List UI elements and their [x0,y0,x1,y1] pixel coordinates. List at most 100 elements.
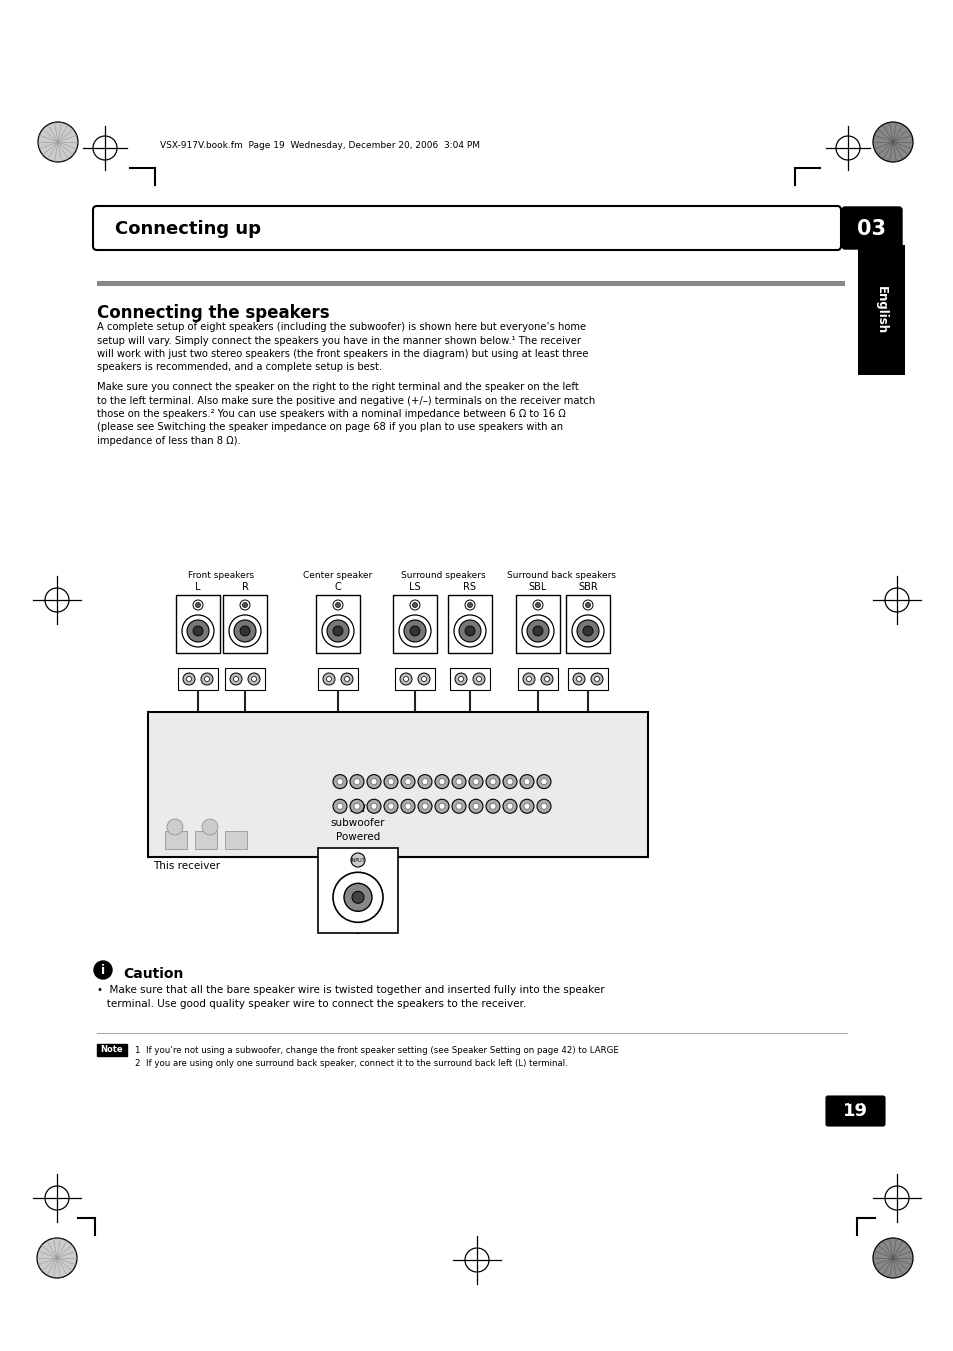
Bar [565,594,609,653]
Text: to the left terminal. Also make sure the positive and negative (+/–) terminals o: to the left terminal. Also make sure the… [97,396,595,405]
Circle shape [576,677,581,681]
Circle shape [167,819,183,835]
Circle shape [458,620,480,642]
Text: Caution: Caution [123,967,183,981]
Circle shape [469,774,482,789]
Circle shape [186,677,192,681]
Text: setup will vary. Simply connect the speakers you have in the manner shown below.: setup will vary. Simply connect the spea… [97,335,580,346]
Text: A complete setup of eight speakers (including the subwoofer) is shown here but e: A complete setup of eight speakers (incl… [97,322,585,332]
Text: Connecting up: Connecting up [115,220,261,238]
Bar [567,667,607,690]
Text: impedance of less than 8 Ω).: impedance of less than 8 Ω). [97,436,240,446]
Text: LS: LS [409,582,420,592]
Text: INPUT: INPUT [351,858,365,862]
Circle shape [354,778,359,785]
Circle shape [506,778,513,785]
Circle shape [193,626,203,636]
Circle shape [403,677,408,681]
Circle shape [872,1238,912,1278]
Circle shape [371,778,376,785]
Circle shape [523,804,530,809]
Circle shape [417,774,432,789]
Circle shape [384,800,397,813]
Circle shape [519,774,534,789]
Circle shape [230,673,242,685]
Circle shape [252,677,256,681]
Circle shape [456,804,461,809]
Circle shape [585,603,590,608]
Text: subwoofer: subwoofer [331,817,385,828]
Circle shape [526,677,531,681]
Text: SW: SW [349,804,366,815]
Circle shape [438,778,444,785]
Text: •  Make sure that all the bare speaker wire is twisted together and inserted ful: • Make sure that all the bare speaker wi… [97,985,604,994]
Text: Front speakers: Front speakers [188,571,253,580]
Circle shape [326,677,331,681]
Circle shape [344,884,372,912]
Circle shape [240,626,250,636]
Circle shape [336,778,343,785]
Circle shape [526,620,548,642]
Circle shape [490,804,496,809]
Circle shape [37,1238,77,1278]
Circle shape [384,774,397,789]
Circle shape [333,626,343,636]
Circle shape [502,774,517,789]
Bar [225,667,265,690]
Circle shape [456,778,461,785]
Text: En: En [847,1096,861,1106]
Bar [317,848,397,934]
Circle shape [452,774,465,789]
Circle shape [452,800,465,813]
Bar [516,594,559,653]
Circle shape [455,673,467,685]
Bar [165,831,187,848]
Circle shape [405,778,411,785]
Circle shape [417,800,432,813]
Circle shape [183,673,194,685]
Circle shape [535,603,540,608]
Circle shape [485,774,499,789]
Circle shape [421,677,426,681]
Circle shape [38,122,78,162]
Circle shape [458,677,463,681]
Circle shape [403,620,426,642]
Circle shape [233,620,255,642]
Text: Connecting the speakers: Connecting the speakers [97,304,330,322]
Bar [450,667,490,690]
Circle shape [485,800,499,813]
Circle shape [464,626,475,636]
Circle shape [490,778,496,785]
Text: i: i [101,963,105,977]
Text: Note: Note [101,1046,123,1055]
Text: Make sure you connect the speaker on the right to the right terminal and the spe: Make sure you connect the speaker on the… [97,382,578,392]
Bar [315,594,359,653]
Text: Powered: Powered [335,832,379,842]
Text: Surround speakers: Surround speakers [400,571,485,580]
Circle shape [502,800,517,813]
Circle shape [537,774,551,789]
Circle shape [421,778,428,785]
Bar [225,831,247,848]
Circle shape [335,603,340,608]
Circle shape [473,778,478,785]
Bar [393,594,436,653]
Bar [448,594,492,653]
Circle shape [519,800,534,813]
Circle shape [410,626,419,636]
Circle shape [187,620,209,642]
Text: Surround back speakers: Surround back speakers [507,571,616,580]
Circle shape [476,677,481,681]
Bar [194,831,216,848]
Text: RS: RS [463,582,476,592]
Bar [317,667,357,690]
Circle shape [469,800,482,813]
Text: VSX-917V.book.fm  Page 19  Wednesday, December 20, 2006  3:04 PM: VSX-917V.book.fm Page 19 Wednesday, Dece… [160,142,479,150]
Circle shape [573,673,584,685]
FancyBboxPatch shape [841,207,901,249]
Circle shape [204,677,210,681]
Circle shape [350,800,364,813]
Circle shape [195,603,200,608]
Circle shape [388,778,394,785]
Circle shape [467,603,472,608]
